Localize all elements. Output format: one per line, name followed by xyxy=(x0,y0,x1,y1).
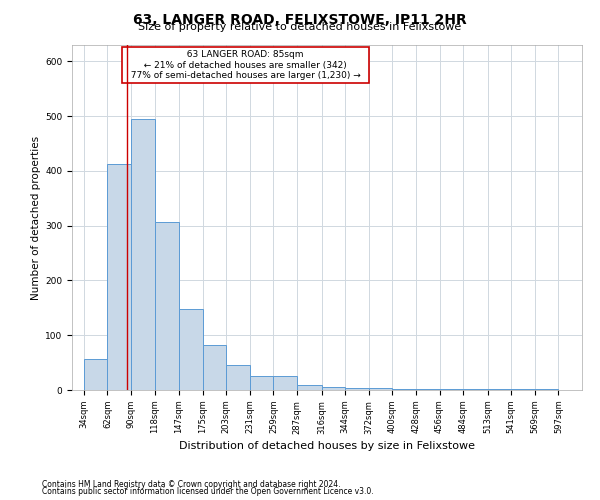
Text: 63 LANGER ROAD: 85sqm  
  ← 21% of detached houses are smaller (342)  
  77% of : 63 LANGER ROAD: 85sqm ← 21% of detached … xyxy=(125,50,366,80)
Bar xyxy=(155,222,179,390)
Bar xyxy=(179,309,203,390)
Bar xyxy=(322,386,345,390)
Bar xyxy=(274,376,297,390)
Bar xyxy=(107,164,131,390)
X-axis label: Distribution of detached houses by size in Felixstowe: Distribution of detached houses by size … xyxy=(179,440,475,450)
Bar xyxy=(297,384,322,390)
Y-axis label: Number of detached properties: Number of detached properties xyxy=(31,136,41,300)
Bar xyxy=(226,366,250,390)
Bar xyxy=(250,376,274,390)
Bar xyxy=(392,389,416,390)
Bar xyxy=(131,120,155,390)
Text: Size of property relative to detached houses in Felixstowe: Size of property relative to detached ho… xyxy=(139,22,461,32)
Text: Contains HM Land Registry data © Crown copyright and database right 2024.: Contains HM Land Registry data © Crown c… xyxy=(42,480,341,489)
Bar xyxy=(203,345,226,390)
Bar xyxy=(345,388,369,390)
Bar xyxy=(369,388,392,390)
Text: Contains public sector information licensed under the Open Government Licence v3: Contains public sector information licen… xyxy=(42,487,374,496)
Bar xyxy=(84,359,107,390)
Text: 63, LANGER ROAD, FELIXSTOWE, IP11 2HR: 63, LANGER ROAD, FELIXSTOWE, IP11 2HR xyxy=(133,12,467,26)
